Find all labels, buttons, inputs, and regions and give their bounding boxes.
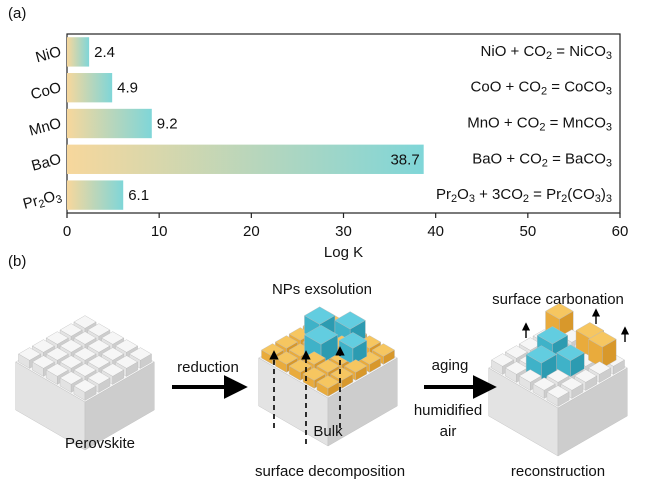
annotation: NiO + CO2 = NiCO3 [481, 43, 612, 62]
panel-label: (b) [8, 253, 26, 270]
label: Perovskite [65, 435, 135, 452]
category-label: BaO [30, 151, 63, 175]
label: reconstruction [511, 463, 605, 480]
x-tick-label: 10 [151, 223, 168, 240]
bar [67, 37, 89, 66]
value-label: 38.7 [390, 151, 419, 168]
x-tick-label: 60 [612, 223, 629, 240]
category-label: NiO [34, 43, 63, 66]
bar [67, 145, 424, 174]
label: humidified [414, 402, 482, 419]
category-label: MnO [27, 115, 63, 140]
annotation: Pr2O3 + 3CO2 = Pr2(CO3)3 [436, 186, 612, 205]
bar [67, 73, 112, 102]
x-tick-label: 50 [519, 223, 536, 240]
panel-label: (a) [8, 5, 26, 22]
value-label: 4.9 [117, 80, 138, 97]
x-tick-label: 40 [427, 223, 444, 240]
label: surface decomposition [255, 463, 405, 480]
label: Bulk [313, 423, 343, 440]
value-label: 9.2 [157, 115, 178, 132]
annotation: BaO + CO2 = BaCO3 [472, 150, 612, 169]
label: air [440, 423, 457, 440]
value-label: 2.4 [94, 44, 115, 61]
category-label: Pr2O3 [21, 186, 63, 214]
label: reduction [177, 359, 239, 376]
category-label: CoO [29, 79, 63, 103]
label: surface carbonation [492, 291, 624, 308]
x-tick-label: 0 [63, 223, 71, 240]
figure: (a) (b) 0 10 20 30 40 50 60 Log K 2.4 NiO NiO + CO… [0, 0, 649, 489]
value-label: 6.1 [128, 187, 149, 204]
x-tick-label: 30 [335, 223, 352, 240]
x-tick-label: 20 [243, 223, 260, 240]
page: {"panels": ["(a)", "(b)"], "chart_data":… [0, 0, 649, 489]
label: NPs exsolution [272, 281, 372, 298]
annotation: CoO + CO2 = CoCO3 [471, 79, 612, 98]
bar [67, 109, 152, 138]
bar [67, 180, 123, 209]
label: aging [432, 357, 469, 374]
x-axis-label: Log K [324, 244, 363, 261]
annotation: MnO + CO2 = MnCO3 [467, 114, 612, 133]
bar-chart: 0 10 20 30 40 50 60 Log K 2.4 NiO NiO + CO2 = NiCO… [21, 34, 628, 261]
